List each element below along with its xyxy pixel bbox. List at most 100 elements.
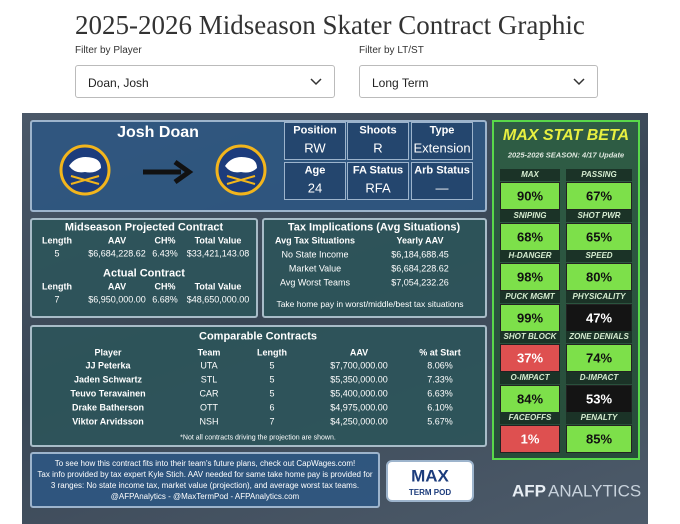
comparable-cell: Viktor Arvidsson bbox=[72, 416, 144, 427]
info-box bbox=[30, 452, 380, 508]
field-value: 24 bbox=[307, 180, 323, 196]
stat-value-box bbox=[566, 222, 632, 251]
comparable-cell: Teuvo Teravainen bbox=[70, 388, 146, 399]
section-title: Comparable Contracts bbox=[199, 330, 317, 343]
comparable-cell: 8.06% bbox=[427, 360, 453, 371]
stat-label-bar bbox=[566, 331, 632, 343]
comparable-cell: UTA bbox=[200, 360, 218, 371]
page-title: 2025-2026 Midseason Skater Contract Grap… bbox=[75, 10, 585, 40]
field-label: Shoots bbox=[359, 124, 397, 137]
term-dropdown[interactable]: Long Term bbox=[359, 65, 598, 98]
contract-value: $48,650,000.00 bbox=[186, 294, 250, 305]
contract-value: 6.43% bbox=[152, 248, 178, 259]
comparable-cell: 5.67% bbox=[427, 416, 453, 427]
contract-value: 7 bbox=[54, 294, 60, 305]
field-value: Extension bbox=[413, 140, 471, 156]
comparable-cell: $5,400,000.00 bbox=[330, 388, 388, 399]
logo-text: TERM POD bbox=[408, 488, 452, 497]
stat-label: SPEED bbox=[585, 251, 613, 260]
stat-value-box bbox=[566, 425, 632, 453]
section-title: Actual Contract bbox=[103, 267, 185, 280]
column-header: Length bbox=[257, 347, 287, 358]
comparable-cell: NSH bbox=[199, 416, 219, 427]
column-header: Yearly AAV bbox=[396, 235, 444, 246]
logo-text: AFP bbox=[512, 481, 546, 501]
comparable-cell: 7 bbox=[269, 416, 275, 427]
column-header: Total Value bbox=[194, 235, 242, 246]
logo-text: ANALYTICS bbox=[548, 481, 642, 501]
comparable-cell: STL bbox=[200, 374, 218, 385]
stat-value-box bbox=[500, 344, 560, 372]
comparable-cell: 5 bbox=[269, 374, 275, 385]
stat-label: PASSING bbox=[581, 170, 617, 179]
column-header: AAV bbox=[107, 281, 127, 292]
stat-label-bar bbox=[566, 290, 632, 303]
field-value: RW bbox=[304, 140, 326, 156]
stat-value: 1% bbox=[520, 431, 540, 447]
stat-value-box bbox=[500, 303, 560, 332]
info-line: @AFPAnalytics - @MaxTermPod - AFPAnalyti… bbox=[110, 492, 300, 501]
logo-text: MAX bbox=[411, 466, 449, 486]
stat-label: PHYSICALITY bbox=[572, 291, 626, 301]
comparable-cell: Jaden Schwartz bbox=[73, 374, 143, 385]
stat-label-bar bbox=[500, 209, 560, 222]
field-value: — bbox=[435, 180, 449, 196]
stat-label: SHOT BLOCK bbox=[503, 332, 557, 341]
team-logos bbox=[59, 144, 267, 196]
tax-cell: $6,684,228.62 bbox=[391, 263, 449, 274]
column-header: Total Value bbox=[194, 281, 242, 292]
column-header: AAV bbox=[349, 347, 369, 358]
contract-value: $6,684,228.62 bbox=[88, 248, 146, 259]
field-label: Age bbox=[304, 164, 326, 177]
comparable-cell: 6.63% bbox=[427, 388, 453, 399]
filter-label: Filter by Player bbox=[75, 45, 142, 56]
stat-label: SHOT PWR bbox=[577, 210, 621, 220]
dropdown-value: Long Term bbox=[372, 76, 429, 90]
column-header: CH% bbox=[154, 235, 176, 246]
stat-value: 84% bbox=[516, 391, 544, 406]
comparable-cell: 6 bbox=[269, 402, 275, 413]
comparables-box bbox=[30, 325, 487, 447]
column-header: Length bbox=[42, 281, 72, 292]
column-header: Player bbox=[94, 347, 122, 358]
contract-value: 6.68% bbox=[152, 294, 178, 305]
stat-label: PENALTY bbox=[580, 413, 618, 422]
stat-value-box bbox=[566, 384, 632, 413]
field-cell bbox=[284, 162, 346, 200]
comparable-cell: JJ Peterka bbox=[85, 360, 131, 371]
stat-value: 53% bbox=[585, 391, 613, 406]
info-line: To see how this contract fits into their… bbox=[54, 459, 356, 468]
field-value: RFA bbox=[365, 180, 391, 196]
dropdown-value: Doan, Josh bbox=[88, 76, 149, 90]
comparable-cell: CAR bbox=[199, 388, 219, 399]
tax-cell: $7,054,232.26 bbox=[391, 277, 449, 288]
stat-label: PUCK MGMT bbox=[505, 291, 555, 301]
stat-value-box bbox=[566, 182, 632, 210]
stat-label-bar bbox=[500, 331, 560, 343]
stat-label: H-DANGER bbox=[508, 251, 552, 260]
filter-label: Filter by LT/ST bbox=[359, 45, 424, 56]
stat-value: 37% bbox=[516, 350, 544, 366]
stat-label-bar bbox=[500, 412, 560, 424]
column-header: Avg Tax Situations bbox=[274, 235, 356, 246]
player-dropdown[interactable]: Doan, Josh bbox=[75, 65, 335, 98]
stat-value: 90% bbox=[516, 188, 544, 204]
stat-label-bar bbox=[566, 169, 632, 181]
field-label: Position bbox=[293, 124, 337, 137]
comparable-cell: 7.33% bbox=[427, 374, 453, 385]
stat-label-bar bbox=[500, 371, 560, 384]
contract-value: 5 bbox=[54, 248, 60, 259]
tax-note: Take home pay in worst/middle/best tax s… bbox=[276, 298, 464, 309]
stat-label-bar bbox=[566, 250, 632, 262]
field-cell bbox=[347, 122, 409, 160]
stat-label-bar bbox=[566, 371, 632, 384]
player-name: Josh Doan bbox=[117, 124, 199, 141]
stat-value-box bbox=[566, 344, 632, 372]
stat-label: ZONE DENIALS bbox=[569, 332, 629, 341]
stat-value: 74% bbox=[585, 350, 613, 366]
column-header: AAV bbox=[107, 235, 127, 246]
comparable-cell: Drake Batherson bbox=[71, 402, 145, 413]
stat-label-bar bbox=[500, 169, 560, 181]
stat-label-bar bbox=[566, 209, 632, 222]
